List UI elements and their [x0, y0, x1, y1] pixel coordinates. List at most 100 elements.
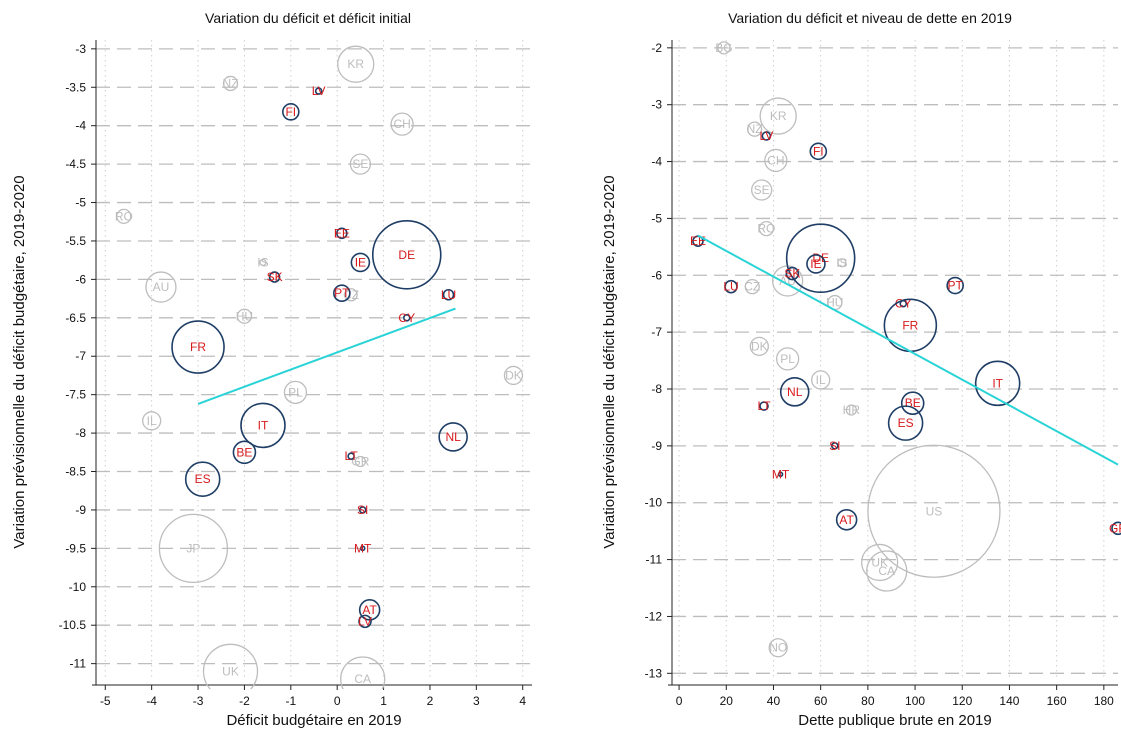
point-kr-label: KR: [347, 57, 364, 71]
point-fi-label: FI: [813, 144, 824, 158]
point-kr-marker: [759, 97, 797, 135]
point-lt-marker: [347, 452, 355, 460]
point-gr-label: GR: [1109, 521, 1121, 535]
marks-layer: BGKRNZCHSEROISAUCZHUDKPLILHRUSUKCANOLVFI…: [690, 41, 1121, 658]
chart-title: Variation du déficit et déficit initial: [205, 10, 411, 26]
chart-title: Variation du déficit et niveau de dette …: [728, 10, 1012, 26]
point-uk-label: UK: [871, 555, 888, 569]
point-nz-marker: [222, 75, 239, 92]
point-is-label: IS: [257, 255, 268, 269]
point-sk-label: SK: [267, 270, 283, 284]
point-hu-label: HU: [826, 296, 843, 310]
point-kr-marker: [337, 45, 375, 83]
point-ch-marker: [764, 148, 788, 173]
point-ie-marker: [806, 254, 826, 274]
point-ca-marker: [866, 550, 908, 592]
point-gr-marker: [354, 455, 367, 468]
point-jp-marker: [158, 513, 229, 584]
point-se-label: SE: [754, 183, 770, 197]
point-nl-marker: [438, 422, 468, 452]
point-it-marker: [240, 402, 286, 449]
point-it-marker: [974, 360, 1021, 407]
point-mt-marker: [777, 471, 784, 478]
y-tick-label: -4: [651, 155, 662, 169]
point-be-marker: [232, 440, 257, 465]
point-ie-label: IE: [355, 255, 366, 269]
point-lv-marker: [761, 131, 772, 141]
point-de-marker: [371, 219, 442, 290]
point-si-label: SI: [357, 503, 368, 517]
point-si-marker: [831, 442, 839, 450]
chart-panel-2: -2 -3 -4 -5 -6 -7 -8 -9 -10 -11 -12 -13 0 20 40 60 80 100…: [601, 10, 1121, 729]
y-tick-label: -7: [75, 349, 86, 363]
point-il-marker: [811, 370, 831, 390]
point-hu-marker: [236, 308, 253, 324]
point-ee-marker: [336, 227, 348, 240]
fit-line: [197, 307, 456, 405]
point-fi-marker: [282, 103, 300, 121]
y-tick-label: -3: [651, 98, 662, 112]
point-mt-marker: [359, 545, 366, 552]
x-tick-label: 160: [1047, 694, 1067, 708]
point-il-marker: [142, 411, 162, 431]
point-au-label: AU: [153, 280, 170, 294]
point-dk-label: DK: [505, 368, 522, 382]
point-gr-marker: [1111, 521, 1121, 536]
y-tick-label: -3.5: [65, 80, 86, 94]
x-tick-label: 1: [380, 694, 387, 708]
point-ca-label: CA: [354, 672, 371, 686]
point-lu-marker: [442, 288, 455, 301]
point-se-label: SE: [352, 157, 368, 171]
point-pl-label: PL: [780, 352, 795, 366]
point-nl-marker: [779, 377, 810, 407]
point-lu-label: LU: [441, 288, 456, 302]
y-tick-label: -5: [75, 196, 86, 210]
point-lv-label: LV: [312, 84, 326, 98]
y-tick-label: -4: [75, 119, 86, 133]
point-lt-label: LT: [345, 449, 359, 463]
point-it-label: IT: [258, 418, 269, 432]
point-se-marker: [349, 153, 372, 175]
y-tick-label: -3: [75, 42, 86, 56]
point-cz-marker: [344, 288, 358, 302]
point-lt-label: LT: [757, 399, 771, 413]
point-si-label: SI: [829, 439, 840, 453]
x-tick-label: -1: [285, 694, 296, 708]
x-tick-label: -4: [146, 694, 157, 708]
y-tick-label: -11: [70, 657, 87, 671]
point-at-marker: [358, 599, 381, 621]
point-es-marker: [887, 405, 924, 441]
point-ro-label: RO: [115, 209, 133, 223]
point-uk-marker: [202, 643, 259, 689]
x-tick-label: 100: [905, 694, 925, 708]
point-sk-marker: [785, 266, 800, 281]
point-se-marker: [751, 179, 773, 201]
y-tick-label: -6: [651, 268, 662, 282]
y-tick-label: -10: [69, 580, 87, 594]
fit-line: [697, 234, 1119, 466]
point-is-marker: [259, 258, 267, 267]
marks-layer: KRNZCHSEROISAUCZHUDKPLILGRJPUKCALVFIEEDE…: [115, 45, 524, 689]
y-tick-label: -10.5: [59, 618, 87, 632]
point-dk-label: DK: [751, 339, 768, 353]
point-be-label: BE: [236, 445, 252, 459]
x-tick-label: 3: [473, 694, 480, 708]
x-tick-label: 0: [676, 694, 683, 708]
point-lu-label: LU: [723, 280, 738, 294]
point-ch-label: CH: [767, 153, 784, 167]
y-tick-label: -2: [651, 41, 662, 55]
x-tick-label: -3: [193, 694, 204, 708]
point-uk-label: UK: [222, 664, 239, 678]
x-tick-label: 2: [427, 694, 434, 708]
point-es-label: ES: [898, 416, 914, 430]
point-lt-marker: [759, 401, 769, 411]
point-fi-marker: [809, 142, 828, 161]
y-axis-title: Variation prévisionnelle du déficit budg…: [11, 175, 28, 548]
point-de-label: DE: [398, 248, 415, 262]
x-axis-title: Dette publique brute en 2019: [798, 712, 991, 729]
point-ie-label: IE: [810, 257, 821, 271]
point-ca-label: CA: [878, 564, 895, 578]
point-it-label: IT: [992, 376, 1003, 390]
point-pl-label: PL: [288, 385, 303, 399]
